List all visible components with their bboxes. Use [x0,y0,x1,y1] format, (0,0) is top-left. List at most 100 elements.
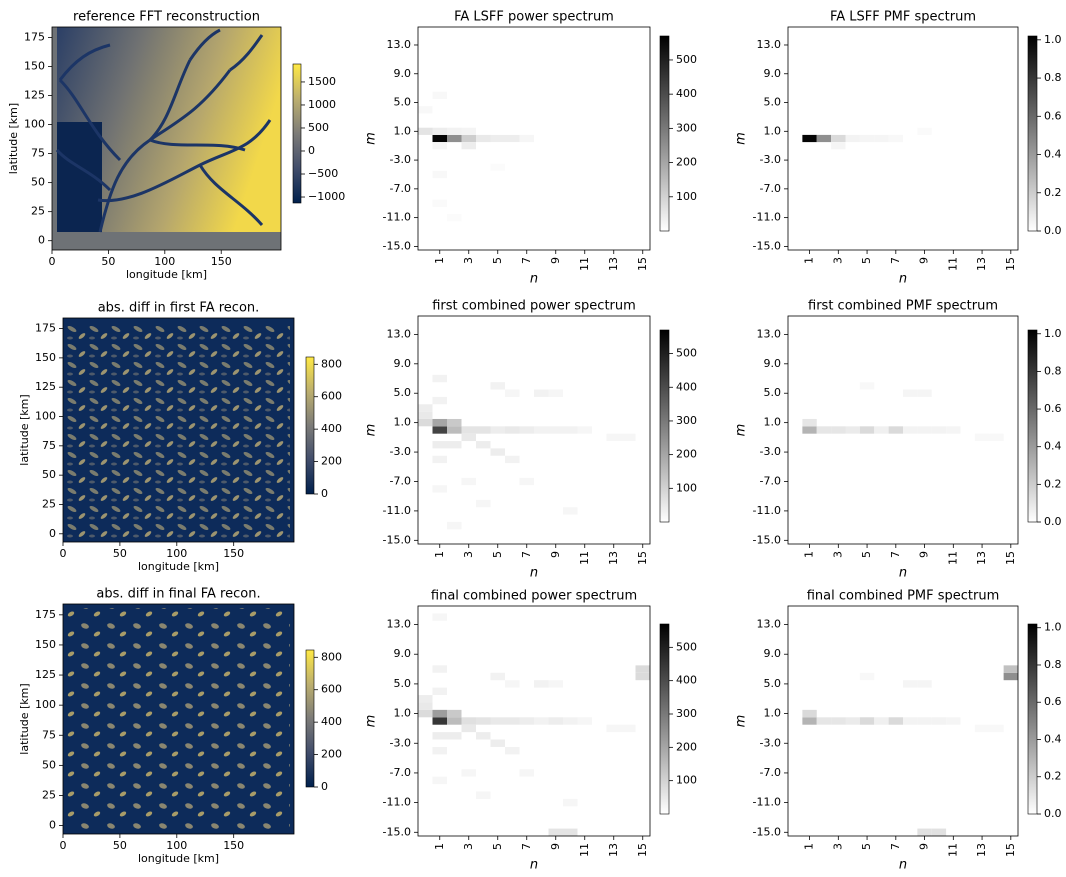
x-tick-label: 5 [860,843,873,850]
heat-cell [534,680,549,687]
x-axis-label: n [530,858,538,873]
y-tick-label: -11.0 [383,796,411,809]
panel-title: first combined PMF spectrum [808,299,998,314]
y-tick-label: 13.0 [387,38,412,51]
heat-cell [418,419,433,426]
heat-cell [505,680,520,687]
heat-cell [549,390,564,397]
heat-cell [989,725,1003,732]
colorbar-tick-label: 1.0 [1044,33,1062,46]
x-axis-label: n [530,566,538,581]
colorbar-tick-label: 400 [676,674,697,687]
y-tick-label: 9.0 [394,67,412,80]
heat-cell [917,390,931,397]
heat-cell [607,434,622,441]
y-axis-label: m [734,424,749,437]
y-tick-label: 175 [35,608,56,621]
x-tick-label: 3 [831,843,844,850]
x-tick-label: 5 [860,257,873,264]
heat-cell [903,717,917,724]
x-axis-label: n [899,566,907,581]
x-tick-label: 13 [607,843,620,857]
y-tick-label: 9.0 [394,647,412,660]
colorbar-tick-label: 500 [308,121,329,134]
y-tick-label: 125 [35,668,56,681]
heat-cell [563,507,578,514]
y-tick-label: -3.0 [390,445,411,458]
heat-cell [418,702,433,709]
colorbar [306,357,314,494]
colorbar-tick-label: 500 [676,53,697,66]
y-tick-label: -3.0 [760,153,781,166]
heat-cell [563,426,578,433]
heat-cell [433,375,448,382]
x-axis-label: longitude [km] [126,268,207,281]
colorbar [1028,330,1037,522]
colorbar-tick-label: 400 [676,380,697,393]
x-tick-label: 1 [433,551,446,558]
x-tick-label: 9 [549,551,562,558]
heat-cell [476,441,491,448]
heat-cell [433,456,448,463]
y-axis-label: m [734,715,749,728]
heat-cell [491,673,506,680]
y-tick-label: 75 [31,147,45,160]
y-tick-label: 5.0 [394,96,412,109]
y-tick-label: -3.0 [390,153,411,166]
heat-cell [860,135,874,142]
heat-cell [549,829,564,836]
y-axis-label: m [364,424,379,437]
heat-cell [491,717,506,724]
x-tick-label: 100 [166,839,187,852]
x-axis-label: n [899,272,907,287]
colorbar-tick-label: 300 [676,414,697,427]
y-tick-label: 1.0 [764,707,782,720]
y-tick-label: 50 [42,468,56,481]
y-tick-label: 13.0 [387,618,412,631]
x-tick-label: 15 [636,843,649,857]
heat-cell [418,106,433,113]
y-tick-label: 150 [35,351,56,364]
heat-cell [491,740,506,747]
y-tick-label: -7.0 [760,182,781,195]
heat-cell [563,829,578,836]
y-tick-label: 150 [24,59,45,72]
heat-cell [418,710,433,717]
y-tick-label: -11.0 [753,796,781,809]
y-tick-label: 100 [35,410,56,423]
panel-title: final combined power spectrum [431,589,637,604]
y-axis-label: latitude [km] [7,103,20,174]
y-tick-label: 13.0 [757,618,782,631]
heat-cell [491,164,506,171]
heat-cell [462,725,477,732]
colorbar-tick-label: 200 [676,156,697,169]
x-tick-label: 150 [223,547,244,560]
colorbar-tick-label: 0.8 [1044,658,1062,671]
heat-cell [447,135,462,142]
y-tick-label: 13.0 [757,327,782,340]
x-tick-label: 150 [211,255,232,268]
heat-cell [903,426,917,433]
heat-cell [534,717,549,724]
x-tick-label: 7 [889,257,902,264]
x-tick-label: 0 [60,547,67,560]
heat-cell [418,404,433,411]
heat-cell [802,419,816,426]
y-tick-label: 9.0 [394,357,412,370]
y-tick-label: 125 [35,380,56,393]
y-tick-label: 9.0 [764,357,782,370]
y-tick-label: 5.0 [764,677,782,690]
y-tick-label: -15.0 [753,825,781,838]
heat-cell [846,135,860,142]
y-tick-label: -3.0 [760,736,781,749]
y-tick-label: 1.0 [394,707,412,720]
x-tick-label: 3 [831,257,844,264]
x-tick-label: 7 [520,843,533,850]
heat-cell [447,732,462,739]
colorbar-tick-label: 0.0 [1044,807,1062,820]
heat-cell [433,665,448,672]
colorbar [660,36,669,231]
heat-cell [846,717,860,724]
x-axis-label: n [530,272,538,287]
heat-cell [433,710,448,717]
